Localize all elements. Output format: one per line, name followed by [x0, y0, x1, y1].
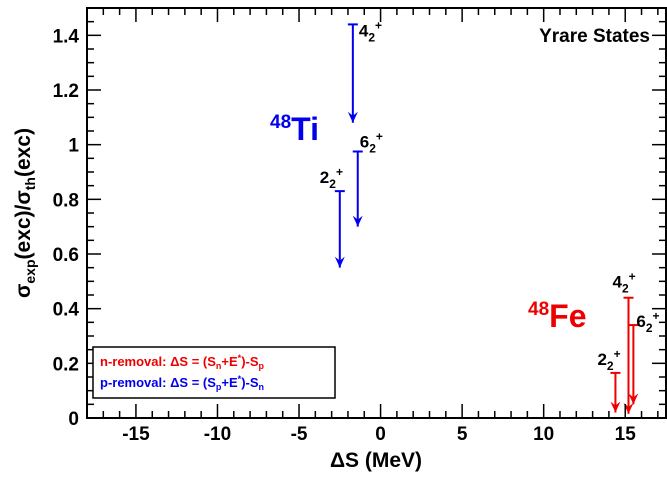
- y-tick-label: 1.2: [53, 81, 79, 102]
- legend-entry-n-removal: n-removal: ΔS = (Sn+E*)-Sp: [100, 353, 265, 371]
- state-label: 62+: [360, 130, 383, 156]
- x-tick-label: -5: [291, 424, 308, 445]
- nucleus-label-ti: 48Ti: [270, 111, 319, 147]
- y-tick-label: 0.4: [53, 300, 80, 321]
- fe-symbol: Fe: [549, 298, 586, 334]
- fe-mass-number: 48: [528, 299, 549, 320]
- ti-mass-number: 48: [270, 112, 291, 133]
- state-labels: 42+62+22+42+62+22+: [320, 18, 660, 373]
- y-tick-label: 1.4: [53, 26, 80, 47]
- x-axis-title: ΔS (MeV): [330, 449, 422, 472]
- state-label: 42+: [612, 270, 635, 296]
- x-tick-label: 0: [375, 424, 386, 445]
- y-tick-label: 1: [68, 136, 79, 157]
- y-tick-label: 0.8: [53, 190, 79, 211]
- x-tick-label: 10: [533, 424, 554, 445]
- x-tick-label: -15: [122, 424, 150, 445]
- y-tick-label: 0: [68, 409, 79, 430]
- x-tick-label: 5: [457, 424, 468, 445]
- nucleus-label-fe: 48Fe: [528, 298, 586, 334]
- plot-marks: [334, 23, 639, 414]
- axis-ticks: -15 -10 -5 0 5 10 15 0 0.2 0.4 0.6 0.8 1 1.2 1.4: [53, 7, 666, 445]
- x-tick-label: -10: [204, 424, 231, 445]
- state-label: 42+: [359, 18, 382, 44]
- legend: n-removal: ΔS = (Sn+E*)-Sp p-removal: ΔS…: [92, 346, 336, 399]
- y-tick-label: 0.6: [53, 245, 79, 266]
- chart-title: Yrare States: [539, 26, 650, 47]
- y-tick-label: 0.2: [53, 354, 79, 375]
- state-label: 62+: [636, 309, 659, 335]
- state-label: 22+: [597, 347, 620, 373]
- x-tick-label: 15: [615, 424, 637, 445]
- legend-box: [92, 346, 336, 399]
- y-axis-title: σexp(exc)/σth(exc): [12, 128, 38, 298]
- state-label: 22+: [320, 165, 343, 191]
- ti-symbol: Ti: [291, 111, 319, 147]
- legend-entry-p-removal: p-removal: ΔS = (Sp+E*)-Sn: [100, 374, 264, 392]
